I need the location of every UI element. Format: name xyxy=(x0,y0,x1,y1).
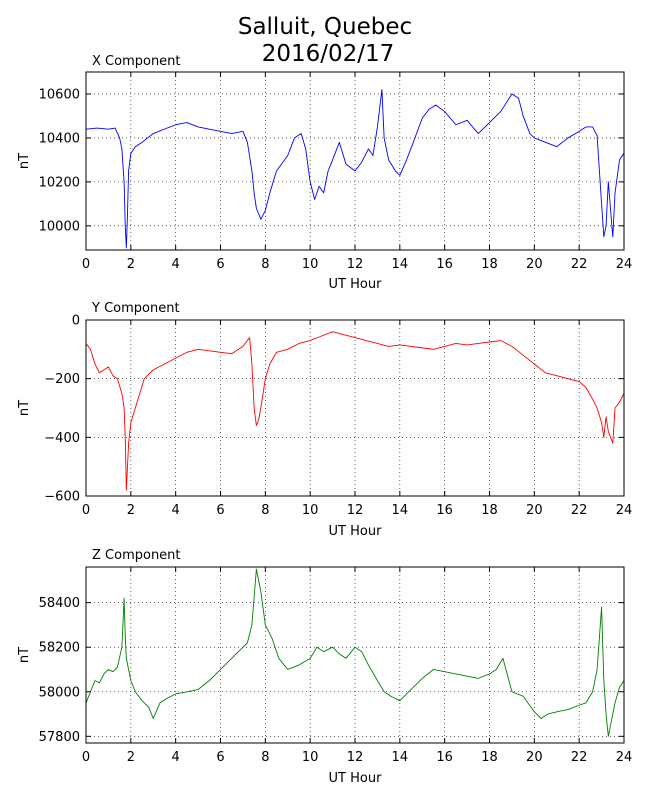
z-component-title: Z Component xyxy=(92,548,181,563)
x-component-xtick-label: 22 xyxy=(571,257,588,272)
figure-title-line2: 2016/02/17 xyxy=(262,41,395,67)
figure-title-line1: Salluit, Quebec xyxy=(238,14,412,40)
y-component-panel: Y Component 0 2 4 6 8 10 12 14 16 18 20 22 24 −600−4… xyxy=(17,301,632,539)
x-component-ytick-label: 10200 xyxy=(39,175,80,190)
z-component-panel: Z Component 0 2 4 6 8 10 12 14 16 18 20 22 24 578005… xyxy=(17,548,632,786)
x-component-xtick-label: 0 xyxy=(82,257,90,272)
x-component-xtick-label: 4 xyxy=(172,257,180,272)
z-component-ytick-label: 58200 xyxy=(39,641,80,656)
y-component-xtick-label: 4 xyxy=(172,503,180,518)
x-component-xtick-label: 10 xyxy=(302,257,319,272)
z-component-xtick-label: 14 xyxy=(392,750,409,765)
x-component-xtick-label: 16 xyxy=(436,257,453,272)
y-component-xtick-label: 8 xyxy=(261,503,269,518)
y-component-xtick-label: 18 xyxy=(481,503,498,518)
z-component-xlabel: UT Hour xyxy=(329,771,383,786)
x-component-xtick-label: 12 xyxy=(347,257,364,272)
x-component-title: X Component xyxy=(92,54,181,69)
x-component-xtick-label: 14 xyxy=(392,257,409,272)
y-component-xtick-label: 16 xyxy=(436,503,453,518)
y-component-yticks: −600 −400 −200 0 xyxy=(44,314,624,505)
x-component-xtick-label: 18 xyxy=(481,257,498,272)
y-component-xtick-label: 6 xyxy=(216,503,224,518)
z-component-xtick-label: 10 xyxy=(302,750,319,765)
x-component-grid xyxy=(86,72,624,250)
x-component-ytick-label: 10400 xyxy=(39,131,80,146)
y-component-xtick-label: 24 xyxy=(616,503,633,518)
x-component-panel: X Component 0 2 4 6 8 10 12 14 16 18 20 22 24 100001… xyxy=(17,54,632,292)
z-component-xtick-label: 20 xyxy=(526,750,543,765)
x-component-xtick-label: 2 xyxy=(127,257,135,272)
y-component-series xyxy=(85,331,625,491)
y-component-grid xyxy=(86,320,624,496)
z-component-series xyxy=(85,568,625,737)
y-component-ytick-label: −200 xyxy=(44,372,80,387)
z-component-xtick-label: 16 xyxy=(436,750,453,765)
y-component-ytick-label: 0 xyxy=(72,314,80,329)
z-component-xticks: 0 2 4 6 8 10 12 14 16 18 20 22 24 xyxy=(82,567,632,765)
x-component-ytick-label: 10000 xyxy=(39,219,80,234)
z-component-ylabel: nT xyxy=(17,647,32,663)
z-component-xtick-label: 18 xyxy=(481,750,498,765)
z-component-series-line xyxy=(85,568,625,737)
y-component-ytick-label: −600 xyxy=(44,490,80,505)
y-component-title: Y Component xyxy=(91,301,180,316)
y-component-xtick-label: 10 xyxy=(302,503,319,518)
x-component-xtick-label: 8 xyxy=(261,257,269,272)
z-component-ytick-label: 57800 xyxy=(39,730,80,745)
z-component-yticks: 57800 58000 58200 58400 xyxy=(39,596,624,745)
x-component-yticks: 10000 10200 10400 10600 xyxy=(39,87,624,234)
x-component-ytick-label: 10600 xyxy=(39,87,80,102)
z-component-ytick-label: 58400 xyxy=(39,596,80,611)
x-component-series xyxy=(85,89,625,249)
z-component-xtick-label: 6 xyxy=(216,750,224,765)
z-component-xtick-label: 2 xyxy=(127,750,135,765)
y-component-xtick-label: 22 xyxy=(571,503,588,518)
y-component-ytick-label: −400 xyxy=(44,431,80,446)
x-component-xlabel: UT Hour xyxy=(329,277,383,292)
y-component-xlabel: UT Hour xyxy=(329,524,383,539)
y-component-xtick-label: 14 xyxy=(392,503,409,518)
y-component-series-line xyxy=(85,331,625,491)
y-component-xtick-label: 20 xyxy=(526,503,543,518)
y-component-ylabel: nT xyxy=(17,400,32,416)
z-component-ytick-label: 58000 xyxy=(39,685,80,700)
z-component-xtick-label: 8 xyxy=(261,750,269,765)
z-component-xtick-label: 12 xyxy=(347,750,364,765)
x-component-ylabel: nT xyxy=(17,153,32,169)
z-component-xtick-label: 4 xyxy=(172,750,180,765)
y-component-xtick-label: 12 xyxy=(347,503,364,518)
y-component-xticks: 0 2 4 6 8 10 12 14 16 18 20 22 24 xyxy=(82,320,632,518)
x-component-xtick-label: 24 xyxy=(616,257,633,272)
y-component-xtick-label: 0 xyxy=(82,503,90,518)
z-component-xtick-label: 24 xyxy=(616,750,633,765)
x-component-xticks: 0 2 4 6 8 10 12 14 16 18 20 22 24 xyxy=(82,72,632,272)
x-component-xtick-label: 6 xyxy=(216,257,224,272)
z-component-xtick-label: 0 xyxy=(82,750,90,765)
x-component-series-line xyxy=(85,89,625,249)
z-component-xtick-label: 22 xyxy=(571,750,588,765)
x-component-xtick-label: 20 xyxy=(526,257,543,272)
y-component-xtick-label: 2 xyxy=(127,503,135,518)
